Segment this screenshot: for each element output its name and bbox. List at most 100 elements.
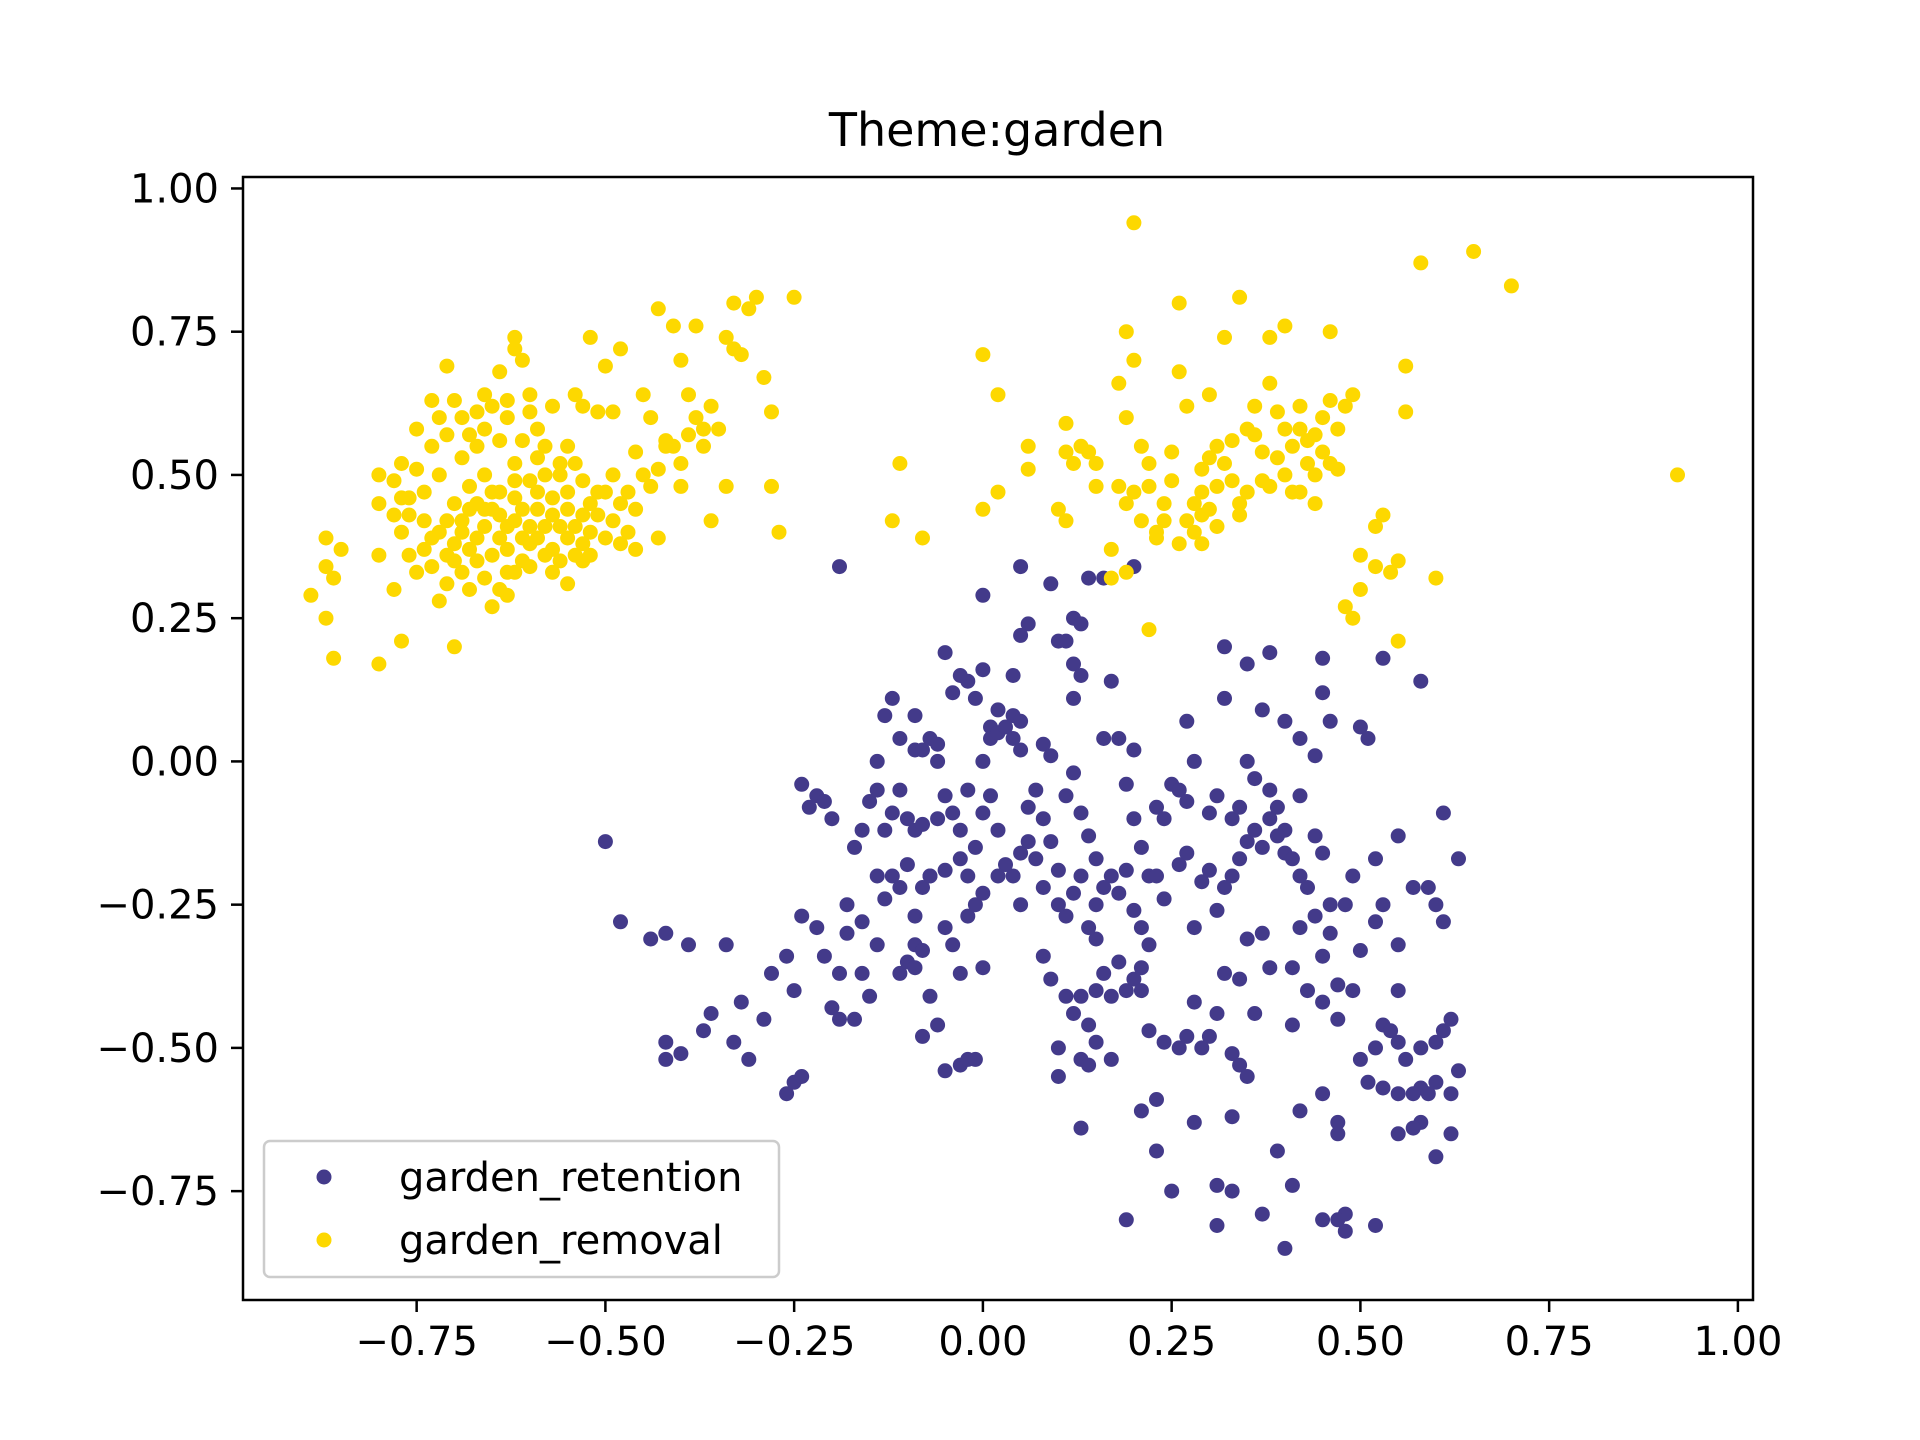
data-point: [1156, 496, 1172, 512]
data-point: [1149, 799, 1164, 815]
data-point: [1133, 438, 1149, 454]
data-point: [454, 410, 470, 426]
data-point: [1073, 988, 1089, 1004]
data-point: [1390, 553, 1406, 569]
data-point: [688, 410, 704, 426]
data-point: [1247, 398, 1263, 414]
data-point: [718, 329, 734, 345]
data-point: [1224, 1046, 1240, 1062]
data-point: [1337, 398, 1353, 414]
data-point: [1020, 834, 1036, 850]
data-point: [1141, 456, 1157, 471]
data-point: [1133, 983, 1149, 999]
data-point: [658, 1034, 674, 1050]
data-point: [1254, 1206, 1270, 1222]
data-point: [1133, 839, 1149, 855]
data-point: [899, 811, 915, 827]
data-point: [1352, 1051, 1368, 1067]
data-point: [409, 461, 425, 477]
data-point: [514, 352, 530, 368]
data-point: [1186, 994, 1202, 1010]
data-point: [1435, 805, 1451, 821]
data-point: [537, 547, 553, 563]
data-point: [1337, 1223, 1353, 1239]
data-point: [1050, 1069, 1066, 1084]
data-point: [673, 456, 689, 471]
data-point: [1315, 444, 1331, 460]
data-point: [892, 731, 908, 746]
data-point: [907, 960, 923, 976]
data-point: [786, 983, 802, 999]
data-point: [1013, 713, 1029, 729]
data-point: [477, 421, 493, 437]
data-point: [1081, 920, 1097, 936]
data-point: [1330, 421, 1346, 437]
data-point: [1390, 633, 1406, 649]
data-point: [522, 473, 538, 489]
data-point: [1262, 811, 1278, 827]
data-point: [1201, 862, 1217, 878]
data-point: [1217, 965, 1232, 981]
data-point: [1292, 484, 1308, 500]
data-point: [1375, 507, 1391, 523]
data-point: [764, 965, 779, 981]
data-point: [1232, 507, 1248, 523]
data-point: [1133, 513, 1149, 529]
data-point: [1179, 398, 1195, 414]
data-point: [839, 925, 855, 941]
data-point: [930, 1017, 946, 1033]
data-point: [424, 530, 440, 546]
data-point: [431, 593, 447, 609]
data-point: [786, 289, 802, 305]
data-point: [1088, 456, 1104, 471]
data-point: [522, 404, 538, 420]
data-point: [1224, 811, 1240, 827]
data-point: [446, 639, 462, 655]
data-point: [1315, 410, 1331, 426]
data-point: [1428, 1074, 1444, 1090]
data-point: [1337, 897, 1353, 913]
data-point: [703, 513, 719, 529]
data-point: [1209, 1006, 1225, 1021]
data-point: [1149, 1092, 1164, 1107]
data-point: [703, 398, 719, 414]
data-point: [1315, 994, 1331, 1010]
data-point: [771, 524, 787, 540]
data-point: [635, 387, 651, 403]
data-point: [907, 908, 923, 924]
data-point: [665, 438, 681, 454]
data-point: [998, 719, 1013, 735]
data-point: [1413, 1040, 1429, 1056]
data-point: [1103, 1051, 1119, 1067]
data-point: [915, 530, 930, 546]
data-point: [462, 541, 477, 557]
data-point: [1413, 673, 1429, 689]
data-point: [530, 501, 545, 517]
data-point: [741, 1051, 757, 1067]
data-point: [1201, 805, 1217, 821]
data-point: [318, 610, 334, 626]
data-point: [1247, 771, 1263, 787]
data-point: [1171, 295, 1187, 311]
data-point: [530, 530, 545, 546]
data-point: [1443, 1086, 1459, 1102]
data-point: [1088, 983, 1104, 999]
data-point: [1322, 456, 1338, 471]
data-point: [1269, 1143, 1285, 1159]
data-point: [1103, 570, 1119, 586]
data-point: [703, 1006, 719, 1021]
data-point: [575, 536, 591, 552]
data-point: [862, 988, 878, 1004]
data-point: [1307, 908, 1323, 924]
data-point: [552, 456, 568, 471]
data-point: [1164, 473, 1180, 489]
data-point: [1209, 438, 1225, 454]
data-point: [922, 868, 938, 884]
data-point: [1194, 461, 1210, 477]
data-point: [1277, 467, 1293, 483]
data-point: [983, 788, 998, 804]
data-point: [1322, 324, 1338, 340]
data-point: [560, 501, 576, 517]
x-tick-label: −0.25: [733, 1319, 856, 1365]
data-point: [1428, 1034, 1444, 1050]
